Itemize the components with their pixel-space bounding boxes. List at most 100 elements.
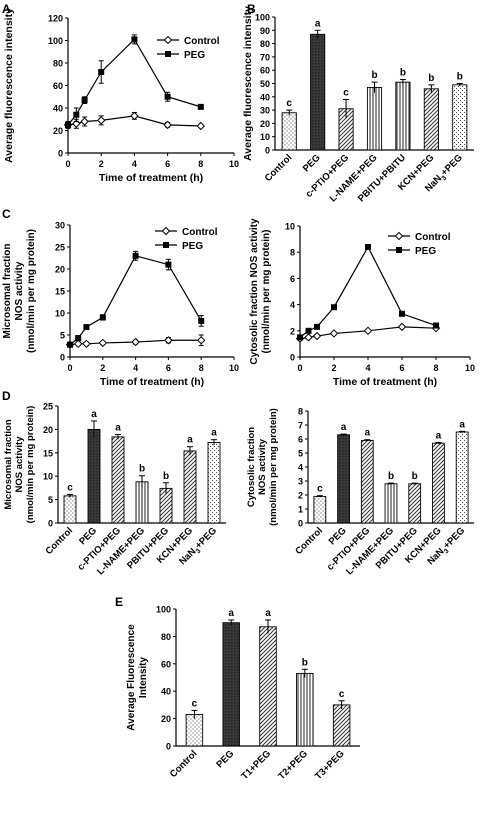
y-tick-label: 0 [48,519,53,529]
significance-letter: b [302,657,308,668]
data-point [164,336,173,345]
data-point [399,310,405,317]
data-point [312,331,322,341]
category-label: Control [263,152,295,184]
bar [222,622,240,747]
y-tick-label: 15 [43,448,53,458]
y-tick-label: 25 [55,243,65,253]
data-point [163,120,172,130]
y-tick-label: 40 [53,104,63,114]
significance-letter: a [341,422,347,433]
panel-label-a: A [2,2,11,16]
legend-marker [394,231,404,241]
y-tick-label: 80 [260,39,270,49]
y-axis-title: NOS activity [14,261,25,320]
y-tick-label: 20 [161,714,171,724]
y-axis-title: Microsomal fraction [2,243,13,338]
y-tick-label: 30 [55,221,65,231]
data-point [196,121,206,131]
data-point [297,334,303,341]
significance-letter: b [412,471,418,482]
bar [366,87,383,151]
panel-label-c: C [2,207,11,221]
legend-entry: PEG [182,241,203,252]
data-point [73,111,80,118]
bar [63,495,77,524]
y-tick-label: 40 [161,687,171,697]
y-tick-label: 10 [55,309,65,319]
y-tick-label: 7 [298,421,303,431]
legend-marker [163,242,169,248]
y-axis-title: (nmol/min per mg protein) [25,406,36,524]
y-tick-label: 3 [298,477,303,487]
legend-entry: Control [415,232,451,243]
category-label: PEG [214,748,236,770]
x-tick-label: 0 [65,159,70,169]
x-tick-label: 6 [165,159,170,169]
significance-letter: a [91,409,97,420]
significance-letter: b [163,471,169,482]
legend-marker [163,35,173,45]
category-label: Control [168,748,200,780]
significance-letter: c [317,484,323,495]
x-tick-label: 4 [365,363,370,373]
significance-letter: b [457,72,463,83]
category-label: Control [293,525,325,557]
y-axis-title: (nmol/min per mg protein) [26,229,37,353]
y-tick-label: 4 [298,463,303,473]
data-point [98,338,108,348]
significance-letter: b [388,471,394,482]
x-tick-label: 6 [166,363,171,373]
y-axis-title: Cytosolic fraction [246,427,257,507]
x-tick-label: 10 [229,159,239,169]
bar [313,495,327,524]
category-label: T1+PEG [239,748,273,782]
significance-letter: a [315,18,321,29]
bar [310,33,326,151]
y-tick-label: 50 [260,79,270,89]
significance-letter: a [115,423,121,434]
y-tick-label: 80 [53,59,63,69]
data-point [98,69,105,75]
y-tick-label: 20 [55,265,65,275]
y-tick-label: 10 [260,132,270,142]
significance-letter: c [192,698,198,709]
y-axis-title: Average fluorescence intensity [242,6,254,161]
significance-letter: a [187,435,193,446]
bar [360,439,374,524]
panel-e-chart: 0 20 40 60 80 100 Average Fluorescence Intensit… [126,605,360,782]
significance-letter: c [67,482,73,493]
data-point [164,93,171,100]
category-label: T2+PEG [276,748,310,782]
data-point [197,103,204,110]
legend-marker [396,247,402,253]
significance-letter: a [265,608,271,619]
x-axis-title: Time of treatment (h) [100,376,204,388]
y-tick-label: 90 [260,26,270,36]
x-tick-label: 8 [198,159,203,169]
y-tick-label: 0 [60,353,65,363]
significance-letter: a [365,428,371,439]
y-tick-label: 2 [290,326,295,336]
y-axis-title: Average Fluorescence [126,624,137,731]
y-axis-title: NOS activity [257,438,268,495]
y-tick-label: 80 [161,632,171,642]
data-point [73,339,83,349]
legend-entry: PEG [415,246,436,257]
legend-marker [165,51,171,57]
bar [259,626,277,747]
bar [452,84,468,151]
x-axis-title: Time of treatment (h) [99,172,203,184]
y-tick-label: 8 [290,248,295,258]
data-point [81,97,88,104]
y-tick-label: 40 [260,92,270,102]
legend-marker [161,226,171,236]
significance-letter: c [339,689,345,700]
panel-label-e: E [115,595,123,609]
y-axis-title: Cytosolic fraction NOS activity [249,218,260,365]
x-tick-label: 2 [99,159,104,169]
bar [185,714,204,747]
x-tick-label: 0 [67,363,72,373]
